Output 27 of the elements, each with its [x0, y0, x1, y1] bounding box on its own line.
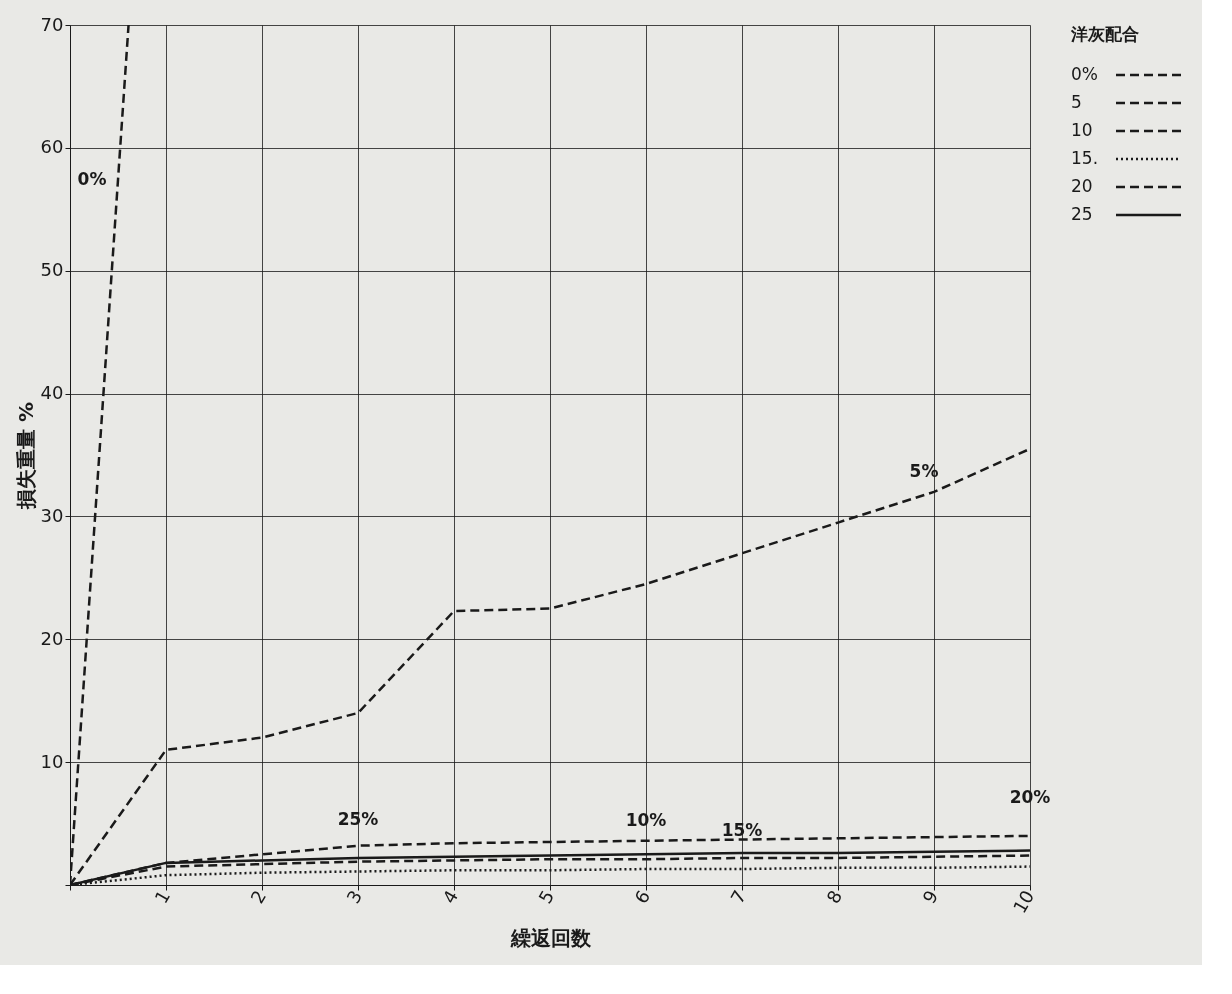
legend-label: 20	[1071, 176, 1093, 196]
annotation: 0%	[77, 168, 107, 189]
x-axis-title: 繰返回数	[509, 925, 592, 950]
legend-label: 25	[1071, 204, 1093, 224]
x-tick-label: 10	[1008, 886, 1039, 917]
x-tick-label: 7	[726, 886, 751, 907]
y-tick-label: 60	[40, 136, 64, 158]
y-tick-label: 50	[40, 259, 64, 281]
y-tick-label: 30	[40, 504, 64, 526]
legend-label: 0%	[1071, 64, 1098, 84]
y-tick-label: 40	[40, 382, 64, 404]
x-tick-label: 1	[150, 886, 175, 907]
y-tick-label: 20	[40, 627, 64, 649]
y-tick-label: 70	[40, 13, 64, 35]
y-tick-label: 10	[40, 750, 64, 772]
x-tick-label: 5	[534, 886, 559, 907]
y-axis-title: 損失重量 %	[13, 401, 38, 511]
x-tick-label: 2	[246, 886, 271, 907]
x-tick-label: 9	[918, 886, 943, 907]
x-tick-label: 6	[630, 886, 655, 907]
legend-title: 洋灰配合	[1070, 24, 1139, 44]
legend-label: 10	[1071, 120, 1093, 140]
legend-label: 5	[1071, 92, 1082, 112]
x-tick-label: 3	[342, 886, 367, 907]
x-tick-label: 4	[438, 886, 463, 907]
x-tick-label: 8	[822, 886, 847, 907]
legend-label: 15.	[1071, 148, 1099, 168]
